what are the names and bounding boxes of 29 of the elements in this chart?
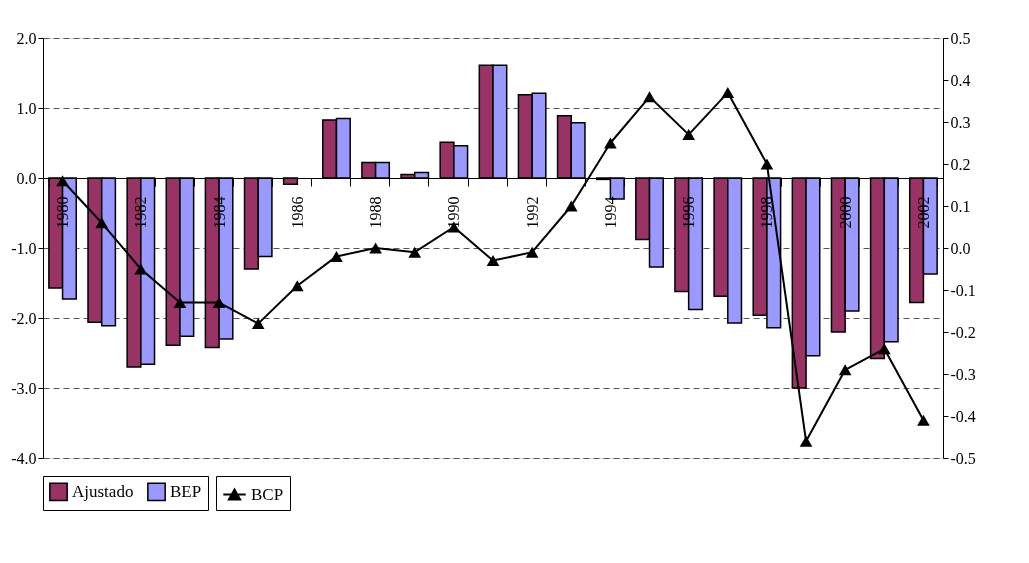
y-tick-label: -2.0: [11, 309, 37, 327]
x-tick-label: 1988: [367, 196, 385, 229]
x-tick-label: 2000: [836, 196, 854, 229]
x-tick-label: 1990: [445, 196, 463, 229]
y2-tick-label: 0.2: [950, 155, 971, 173]
y2-tick-label: -0.5: [950, 449, 976, 467]
x-tick-label: 1986: [288, 196, 306, 229]
x-tick-label: 1984: [210, 196, 228, 229]
y-tick-label: -3.0: [11, 379, 37, 397]
y-tick-label: 2.0: [16, 29, 37, 47]
y2-tick-label: -0.4: [950, 407, 976, 425]
y2-tick-label: 0.3: [950, 113, 971, 131]
legend-label: BCP: [251, 484, 284, 504]
y-tick-label: -4.0: [11, 449, 37, 467]
y2-tick-label: -0.2: [950, 323, 976, 341]
y2-tick-label: -0.1: [950, 281, 976, 299]
y2-tick-label: 0.5: [950, 29, 971, 47]
x-tick-label: 1992: [523, 196, 541, 229]
legend-label: Ajustado: [72, 481, 134, 501]
y-tick-label: 0.0: [16, 169, 37, 187]
y-tick-label: -1.0: [11, 239, 37, 257]
y2-tick-label: -0.3: [950, 365, 976, 383]
y-tick-label: 1.0: [16, 99, 37, 117]
y2-tick-label: 0.4: [950, 71, 971, 89]
x-tick-label: 1998: [758, 196, 776, 229]
y2-tick-label: 0.1: [950, 197, 971, 215]
legend-label: BEP: [170, 481, 202, 501]
x-tick-label: 1994: [601, 196, 619, 229]
y2-tick-label: 0.0: [950, 239, 971, 257]
